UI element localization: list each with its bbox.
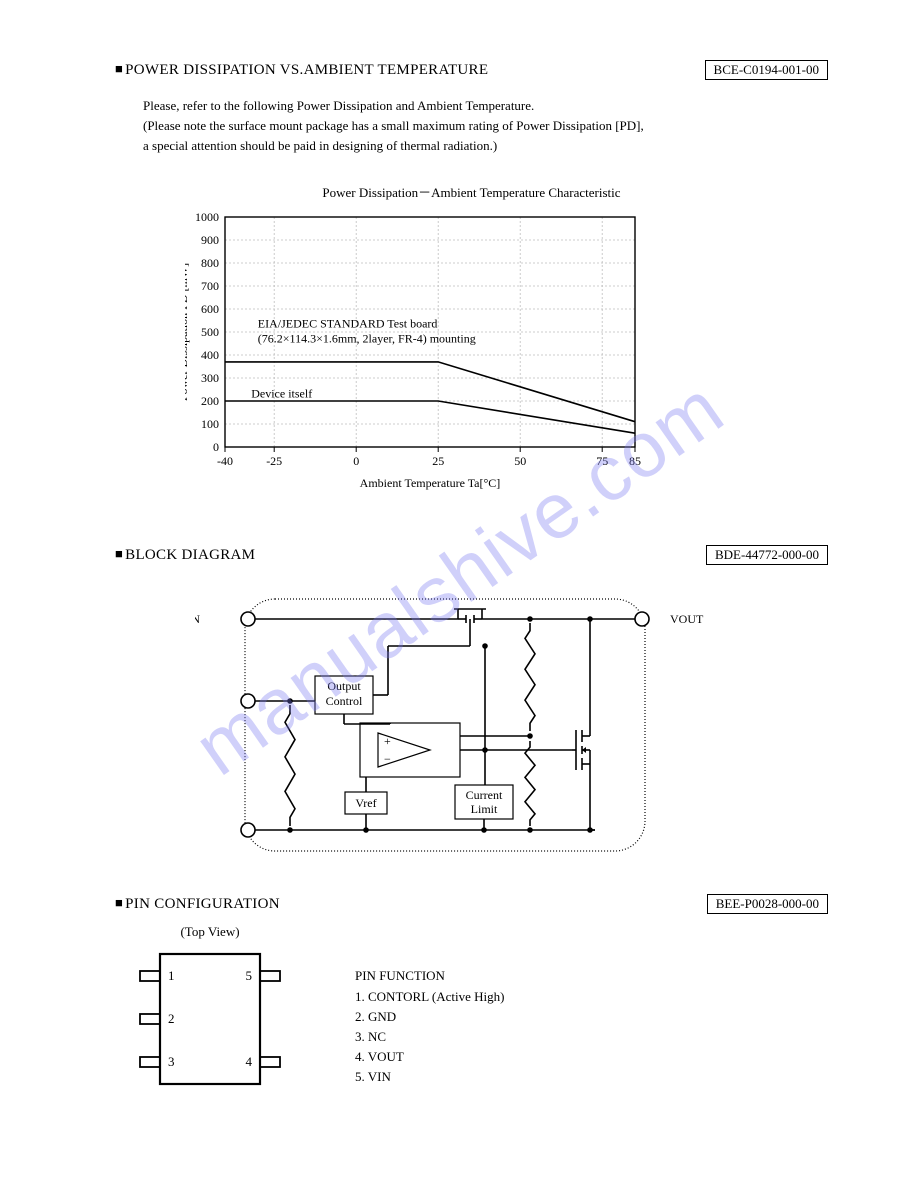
power-dissipation-chart: 0 100 200 300 400 500 600 700 800 900 1000 -40 -25 0 2… <box>185 207 655 517</box>
section1-code: BCE-C0194-001-00 <box>705 60 828 80</box>
svg-text:400: 400 <box>201 348 219 362</box>
svg-text:(76.2×114.3×1.6mm, 2layer, FR-: (76.2×114.3×1.6mm, 2layer, FR-4) mountin… <box>258 332 476 346</box>
svg-text:500: 500 <box>201 325 219 339</box>
pin-configuration: (Top View) 1 2 3 4 5 PIN FUNCTION 1. CONTORL… <box>125 924 828 1096</box>
svg-text:Output: Output <box>327 679 361 693</box>
svg-text:2: 2 <box>168 1011 175 1026</box>
svg-text:Control: Control <box>326 694 363 708</box>
block-diagram: VINCONTROLGNDVOUTOutputControl+−CurrentL… <box>195 581 705 866</box>
section1-header: POWER DISSIPATION VS.AMBIENT TEMPERATURE… <box>115 60 828 80</box>
pin-function-1: 1. CONTORL (Active High) <box>355 987 504 1007</box>
section3-code: BEE-P0028-000-00 <box>707 894 828 914</box>
svg-text:3: 3 <box>168 1054 175 1069</box>
pin-function-2: 2. GND <box>355 1007 504 1027</box>
svg-text:75: 75 <box>596 454 608 468</box>
svg-text:1: 1 <box>168 968 175 983</box>
section3-title: PIN CONFIGURATION <box>115 896 280 913</box>
svg-text:100: 100 <box>201 417 219 431</box>
svg-text:200: 200 <box>201 394 219 408</box>
svg-text:800: 800 <box>201 256 219 270</box>
svg-text:−: − <box>384 752 391 766</box>
pin-function-3: 3. NC <box>355 1027 504 1047</box>
section1-title: POWER DISSIPATION VS.AMBIENT TEMPERATURE <box>115 62 488 79</box>
svg-text:Power Dissipation PD [mW]: Power Dissipation PD [mW] <box>185 263 190 401</box>
svg-text:VIN: VIN <box>195 612 200 626</box>
svg-text:Current: Current <box>466 788 503 802</box>
svg-text:Ambient Temperature Ta[°C]: Ambient Temperature Ta[°C] <box>360 476 501 490</box>
svg-text:300: 300 <box>201 371 219 385</box>
svg-text:+: + <box>384 734 391 748</box>
svg-text:85: 85 <box>629 454 641 468</box>
chart-title: Power Dissipation－Ambient Temperature Ch… <box>115 182 828 201</box>
svg-text:1000: 1000 <box>195 210 219 224</box>
svg-text:25: 25 <box>432 454 444 468</box>
section2-code: BDE-44772-000-00 <box>706 545 828 565</box>
svg-text:0: 0 <box>353 454 359 468</box>
pin-function-5: 5. VIN <box>355 1067 504 1087</box>
svg-text:4: 4 <box>246 1054 253 1069</box>
svg-text:5: 5 <box>246 968 253 983</box>
intro-line-1: Please, refer to the following Power Dis… <box>143 98 534 113</box>
pin-function-4: 4. VOUT <box>355 1047 504 1067</box>
svg-text:-40: -40 <box>217 454 233 468</box>
svg-text:Limit: Limit <box>471 802 498 816</box>
svg-text:0: 0 <box>213 440 219 454</box>
intro-line-2: (Please note the surface mount package h… <box>143 118 644 133</box>
svg-text:VOUT: VOUT <box>670 612 704 626</box>
svg-text:EIA/JEDEC STANDARD Test board: EIA/JEDEC STANDARD Test board <box>258 317 438 331</box>
section3-header: PIN CONFIGURATION BEE-P0028-000-00 <box>115 894 828 914</box>
section2-title: BLOCK DIAGRAM <box>115 547 255 564</box>
svg-text:50: 50 <box>514 454 526 468</box>
svg-text:Device itself: Device itself <box>251 387 312 401</box>
intro-text: Please, refer to the following Power Dis… <box>143 96 828 156</box>
intro-line-3: a special attention should be paid in de… <box>143 138 497 153</box>
section2-header: BLOCK DIAGRAM BDE-44772-000-00 <box>115 545 828 565</box>
svg-text:700: 700 <box>201 279 219 293</box>
top-view-label: (Top View) <box>125 924 295 940</box>
svg-text:900: 900 <box>201 233 219 247</box>
svg-text:Vref: Vref <box>355 796 376 810</box>
package-diagram: 1 2 3 4 5 <box>125 946 295 1096</box>
pin-function-title: PIN FUNCTION <box>355 966 504 986</box>
svg-text:-25: -25 <box>266 454 282 468</box>
svg-text:600: 600 <box>201 302 219 316</box>
